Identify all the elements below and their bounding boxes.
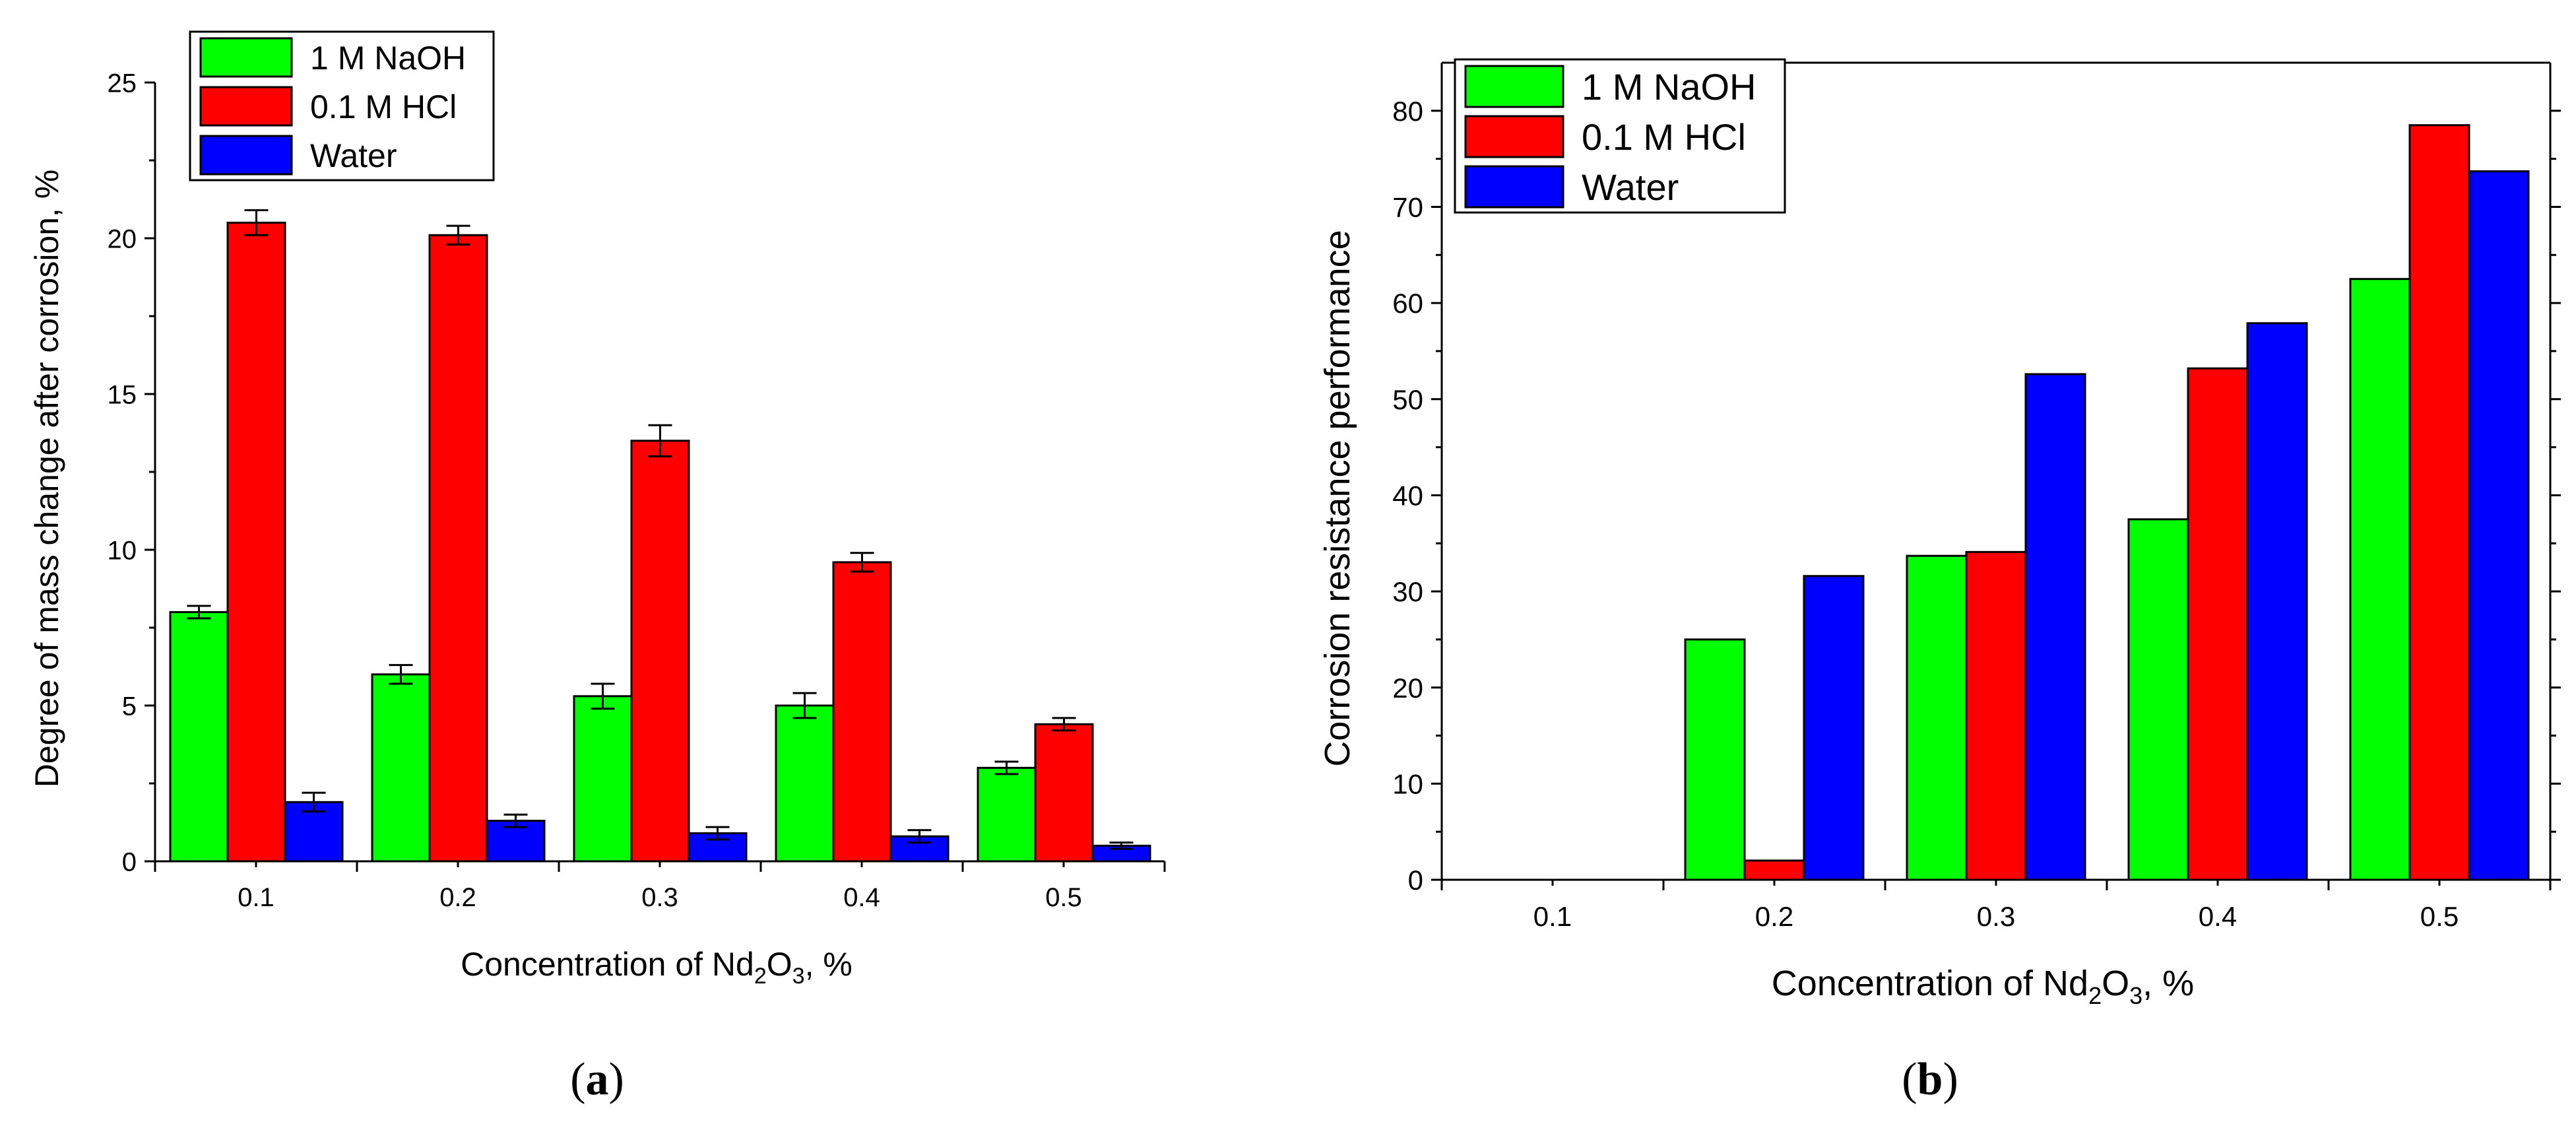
y-tick-label: 0 — [1408, 865, 1423, 896]
bar — [169, 610, 229, 863]
bar — [2127, 518, 2189, 881]
y-tick-label: 15 — [108, 380, 137, 409]
chart-b: Corrosion resistance performance Concent… — [1318, 58, 2561, 1105]
panel-label-a: (a) — [570, 1054, 624, 1105]
x-tick-label: 0.1 — [1533, 901, 1572, 932]
bar — [832, 561, 892, 863]
bar — [2468, 170, 2530, 881]
x-axis-label-part: O — [767, 946, 792, 983]
legend-swatch — [199, 135, 293, 176]
panel-label-letter: b — [1917, 1054, 1943, 1105]
bar — [775, 704, 835, 863]
x-tick-label: 0.1 — [238, 883, 274, 912]
legend-swatch — [1464, 115, 1564, 158]
x-tick-label: 0.4 — [2199, 901, 2237, 932]
y-tick-label: 50 — [1392, 384, 1423, 415]
y-tick-label: 70 — [1392, 192, 1423, 223]
x-axis-label-subscript: 2 — [2088, 982, 2102, 1009]
x-axis-label-part: Concentration of Nd — [1772, 964, 2088, 1003]
legend-label: Water — [1582, 166, 1679, 208]
y-tick-label: 10 — [1392, 768, 1423, 799]
x-axis-label-part: , % — [805, 946, 853, 983]
y-tick-label: 60 — [1392, 288, 1423, 319]
bar — [486, 820, 546, 863]
x-tick-label: 0.3 — [1977, 901, 2015, 932]
x-axis-label: Concentration of Nd2O3, % — [461, 946, 853, 989]
bar — [1906, 554, 1968, 881]
y-tick-label: 25 — [108, 69, 137, 98]
legend-swatch — [199, 37, 293, 78]
legend-label: 0.1 M HCl — [1582, 116, 1746, 158]
y-axis-label: Degree of mass change after corrosion, % — [28, 170, 65, 788]
y-tick-label: 20 — [1392, 673, 1423, 704]
y-tick-label: 5 — [122, 692, 137, 721]
bar — [1034, 723, 1094, 863]
bar — [1803, 575, 1865, 881]
x-axis-label-subscript: 3 — [2129, 982, 2142, 1009]
legend-swatch — [1464, 165, 1564, 209]
x-axis-label-part: , % — [2142, 964, 2194, 1003]
bar — [2024, 373, 2086, 881]
legend-label: Water — [310, 137, 397, 174]
legend-swatch — [199, 86, 293, 127]
legend-label: 1 M NaOH — [1582, 66, 1756, 108]
y-tick-label: 80 — [1392, 96, 1423, 127]
bar — [1965, 550, 2027, 881]
bar — [2408, 124, 2470, 881]
bar — [573, 695, 633, 863]
panel-label-b: (b) — [1902, 1054, 1958, 1105]
bar — [1684, 638, 1746, 881]
bar — [428, 234, 488, 863]
y-tick-label: 40 — [1392, 480, 1423, 512]
x-tick-label: 0.2 — [1755, 901, 1793, 932]
y-tick-label: 20 — [108, 224, 137, 253]
y-tick-label: 0 — [122, 847, 137, 876]
x-axis-label-part: O — [2102, 964, 2129, 1003]
x-axis-label-part: Concentration of Nd — [461, 946, 754, 983]
x-tick-label: 0.4 — [843, 883, 880, 912]
bar — [977, 766, 1037, 863]
x-axis-label-subscript: 2 — [754, 964, 767, 989]
y-axis-label: Corrosion resistance performance — [1318, 230, 1357, 766]
legend-swatch — [1464, 65, 1564, 108]
bar — [226, 221, 286, 863]
x-axis-label: Concentration of Nd2O3, % — [1772, 964, 2194, 1009]
panel-label-letter: a — [586, 1054, 609, 1105]
chart-a: Degree of mass change after corrosion, %… — [28, 30, 1166, 1105]
y-tick-label: 30 — [1392, 576, 1423, 607]
bar — [371, 673, 431, 863]
bar — [1743, 859, 1805, 881]
legend-label: 1 M NaOH — [310, 40, 466, 77]
legend-label: 0.1 M HCl — [310, 88, 457, 125]
y-tick-label: 10 — [108, 536, 137, 565]
bar — [2246, 322, 2308, 881]
x-axis-label-subscript: 3 — [792, 964, 805, 989]
bar — [2187, 367, 2249, 881]
x-tick-label: 0.2 — [439, 883, 476, 912]
x-tick-label: 0.3 — [641, 883, 678, 912]
bar — [2349, 278, 2411, 881]
x-tick-label: 0.5 — [2420, 901, 2459, 932]
x-tick-label: 0.5 — [1045, 883, 1082, 912]
bar — [630, 440, 690, 863]
